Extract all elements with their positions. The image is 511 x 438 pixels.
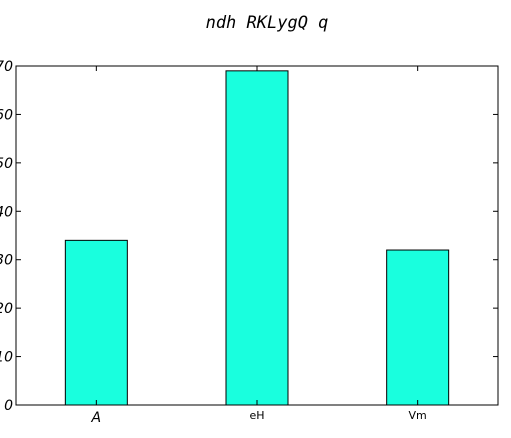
y-tick-label-0: 0 — [4, 398, 13, 414]
y-tick-label-50: 50 — [0, 156, 13, 172]
y-tick-label-20: 20 — [0, 301, 13, 317]
y-tick-label-60: 60 — [0, 107, 13, 123]
y-tick-label-70: 70 — [0, 59, 13, 75]
bar-a — [64, 239, 128, 406]
bar-eh — [225, 70, 289, 406]
ticks-layer: 0 10 20 30 40 50 60 70 AeH Vm — [0, 59, 498, 426]
x-tick-label-eh: eH — [249, 409, 264, 422]
bar-vm — [386, 249, 450, 406]
bars-layer — [64, 70, 450, 406]
x-tick-label-vm: Vm — [409, 409, 427, 422]
y-tick-label-10: 10 — [0, 350, 13, 366]
chart-title: ndh RKLygQ q — [206, 13, 329, 33]
y-tick-label-40: 40 — [0, 204, 13, 220]
y-tick-label-30: 30 — [0, 253, 13, 269]
x-tick-label-a: A — [91, 410, 102, 426]
